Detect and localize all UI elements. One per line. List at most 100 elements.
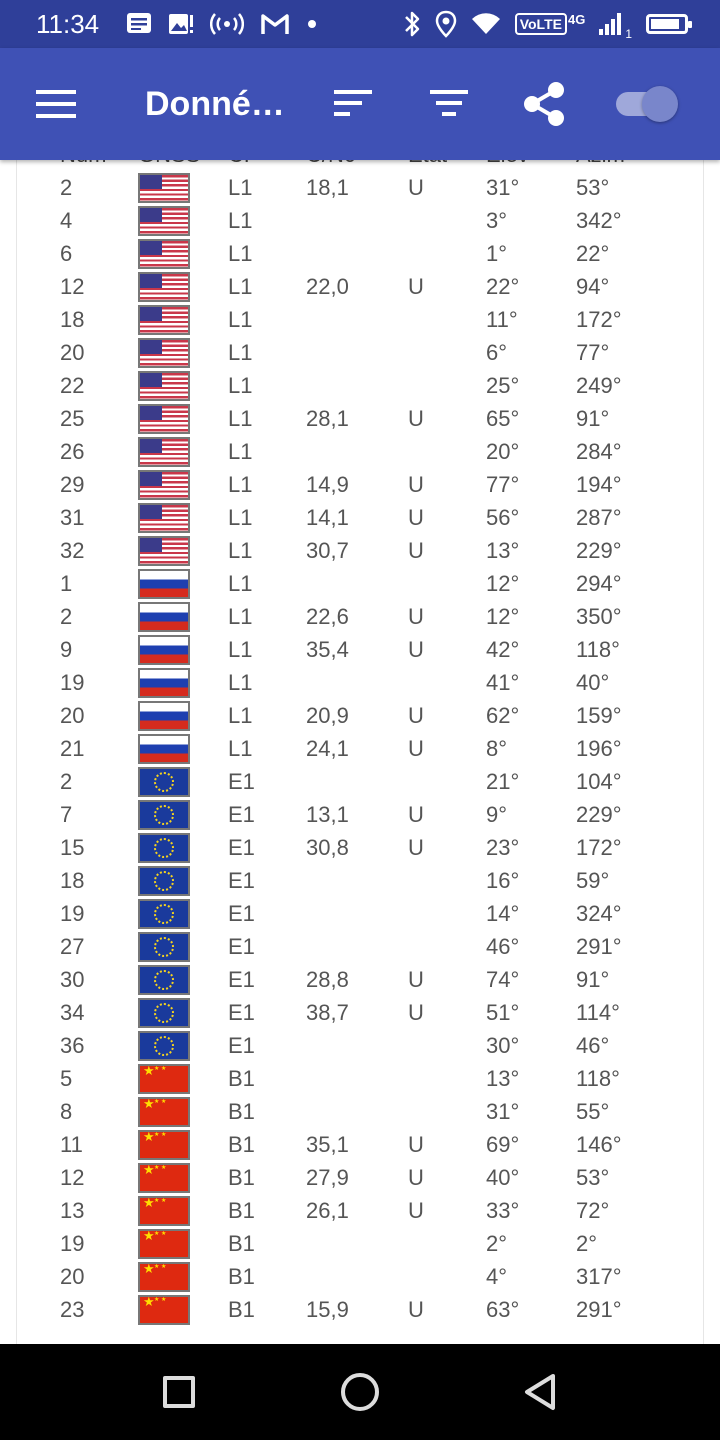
cf-cell: B1 [228, 1066, 255, 1091]
bluetooth-icon [404, 11, 419, 37]
sort-icon[interactable] [334, 90, 372, 118]
table-row[interactable]: 12 ★ ★ ★ B1 27,9 U 40° 53° [17, 1161, 703, 1194]
table-row[interactable]: 15 E1 30,8 U 23° 172° [17, 831, 703, 864]
table-row[interactable]: 13 ★ ★ ★ B1 26,1 U 33° 72° [17, 1194, 703, 1227]
table-row[interactable]: 11 ★ ★ ★ B1 35,1 U 69° 146° [17, 1128, 703, 1161]
elev-cell: 12° [486, 604, 520, 629]
home-circle-icon[interactable] [341, 1373, 379, 1411]
table-row[interactable]: 1 L1 12° 294° [17, 567, 703, 600]
num-cell: 31 [60, 505, 85, 530]
back-triangle-icon[interactable] [520, 1372, 560, 1412]
elev-cell: 21° [486, 769, 520, 794]
table-row[interactable]: 18 L1 11° 172° [17, 303, 703, 336]
toggle-thumb [642, 86, 678, 122]
num-cell: 19 [60, 670, 85, 695]
elev-cell: 11° [486, 307, 518, 332]
etat-cell: U [408, 1132, 424, 1157]
gnss-cell [138, 602, 190, 632]
status-bar: 11:34 VoLTE 4G 1 [0, 0, 720, 48]
usa-flag-icon [138, 371, 190, 401]
azim-cell: 77° [576, 340, 610, 365]
table-row[interactable]: 34 E1 38,7 U 51° 114° [17, 996, 703, 1029]
gnss-cell [138, 503, 190, 533]
satellite-list[interactable]: Num GNSS CF C/N0 Etat Elev Azim 2 L1 18,1 U… [16, 160, 704, 1344]
cn0-cell: 24,1 [306, 736, 349, 761]
table-row[interactable]: 20 L1 6° 77° [17, 336, 703, 369]
russia-flag-icon [138, 602, 190, 632]
table-row[interactable]: 21 L1 24,1 U 8° 196° [17, 732, 703, 765]
share-icon[interactable] [520, 80, 568, 128]
num-cell: 4 [60, 208, 73, 233]
table-row[interactable]: 19 ★ ★ ★ B1 2° 2° [17, 1227, 703, 1260]
menu-icon[interactable] [36, 90, 76, 118]
azim-cell: 229° [576, 802, 622, 827]
toggle-switch[interactable] [616, 86, 680, 122]
china-flag-icon: ★ ★ ★ [138, 1295, 190, 1325]
table-row[interactable]: 7 E1 13,1 U 9° 229° [17, 798, 703, 831]
table-row[interactable]: 27 E1 46° 291° [17, 930, 703, 963]
num-cell: 13 [60, 1198, 85, 1223]
usa-flag-icon [138, 470, 190, 500]
num-cell: 9 [60, 637, 73, 662]
eu-flag-icon [138, 833, 190, 863]
table-row[interactable]: 2 L1 18,1 U 31° 53° [17, 171, 703, 204]
table-row[interactable]: 36 E1 30° 46° [17, 1029, 703, 1062]
table-row[interactable]: 31 L1 14,1 U 56° 287° [17, 501, 703, 534]
message-icon [127, 13, 151, 33]
table-row[interactable]: 5 ★ ★ ★ B1 13° 118° [17, 1062, 703, 1095]
gmail-icon [261, 14, 289, 34]
elev-cell: 42° [486, 637, 520, 662]
elev-cell: 25° [486, 373, 520, 398]
azim-cell: 317° [576, 1264, 622, 1289]
cf-cell: L1 [228, 175, 253, 200]
num-cell: 26 [60, 439, 85, 464]
num-cell: 25 [60, 406, 85, 431]
num-cell: 20 [60, 703, 85, 728]
num-cell: 7 [60, 802, 73, 827]
cf-cell: L1 [228, 274, 253, 299]
table-row[interactable]: 9 L1 35,4 U 42° 118° [17, 633, 703, 666]
table-row[interactable]: 25 L1 28,1 U 65° 91° [17, 402, 703, 435]
table-row[interactable]: 29 L1 14,9 U 77° 194° [17, 468, 703, 501]
usa-flag-icon [138, 305, 190, 335]
table-row[interactable]: 20 L1 20,9 U 62° 159° [17, 699, 703, 732]
table-row[interactable]: 4 L1 3° 342° [17, 204, 703, 237]
app-bar: Données GNSS [0, 48, 720, 160]
table-row[interactable]: 19 L1 41° 40° [17, 666, 703, 699]
gnss-cell [138, 668, 190, 698]
table-row[interactable]: 6 L1 1° 22° [17, 237, 703, 270]
gnss-cell [138, 866, 190, 896]
elev-cell: 2° [486, 1231, 508, 1256]
gnss-cell [138, 305, 190, 335]
table-row[interactable]: 30 E1 28,8 U 74° 91° [17, 963, 703, 996]
sim-slot-label: 1 [625, 27, 632, 41]
gnss-cell [138, 569, 190, 599]
gnss-cell [138, 470, 190, 500]
recents-square-icon[interactable] [163, 1376, 195, 1408]
cn0-cell: 14,9 [306, 472, 349, 497]
table-row[interactable]: 2 L1 22,6 U 12° 350° [17, 600, 703, 633]
china-flag-icon: ★ ★ ★ [138, 1229, 190, 1259]
usa-flag-icon [138, 503, 190, 533]
table-row[interactable]: 23 ★ ★ ★ B1 15,9 U 63° 291° [17, 1293, 703, 1326]
azim-cell: 342° [576, 208, 622, 233]
table-row[interactable]: 2 E1 21° 104° [17, 765, 703, 798]
cn0-cell: 18,1 [306, 175, 349, 200]
table-row[interactable]: 20 ★ ★ ★ B1 4° 317° [17, 1260, 703, 1293]
elev-cell: 3° [486, 208, 508, 233]
azim-cell: 194° [576, 472, 622, 497]
table-row[interactable]: 18 E1 16° 59° [17, 864, 703, 897]
table-row[interactable]: 12 L1 22,0 U 22° 94° [17, 270, 703, 303]
usa-flag-icon [138, 338, 190, 368]
filter-icon[interactable] [430, 90, 468, 118]
table-row[interactable]: 26 L1 20° 284° [17, 435, 703, 468]
china-flag-icon: ★ ★ ★ [138, 1064, 190, 1094]
table-row[interactable]: 22 L1 25° 249° [17, 369, 703, 402]
table-row[interactable]: 32 L1 30,7 U 13° 229° [17, 534, 703, 567]
table-row[interactable]: 19 E1 14° 324° [17, 897, 703, 930]
cf-cell: E1 [228, 1033, 255, 1058]
etat-cell: U [408, 1297, 424, 1322]
cf-cell: E1 [228, 901, 255, 926]
azim-cell: 53° [576, 1165, 610, 1190]
table-row[interactable]: 8 ★ ★ ★ B1 31° 55° [17, 1095, 703, 1128]
